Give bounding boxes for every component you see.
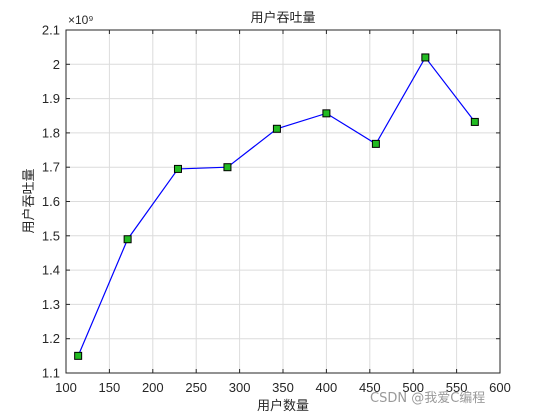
x-tick-label: 500: [402, 380, 424, 395]
x-tick-label: 400: [316, 380, 338, 395]
x-tick-label: 350: [272, 380, 294, 395]
y-scale-note: ×10⁹: [68, 13, 94, 27]
x-tick-label: 200: [142, 380, 164, 395]
data-point: [74, 351, 83, 360]
data-point: [123, 235, 132, 244]
y-tick-label: 1.4: [42, 263, 60, 278]
x-tick-label: 100: [55, 380, 77, 395]
data-point: [173, 164, 182, 173]
series: [74, 53, 479, 360]
y-tick-label: 1.7: [42, 160, 60, 175]
y-tick-label: 1.6: [42, 194, 60, 209]
x-tick-label: 300: [229, 380, 251, 395]
x-tick-label: 150: [99, 380, 121, 395]
y-axis-title: 用户吞吐量: [21, 168, 37, 233]
data-point: [470, 117, 479, 126]
data-point: [371, 139, 380, 148]
x-tick-label: 550: [446, 380, 468, 395]
y-tick-label: 1.1: [42, 366, 60, 381]
y-ticks: 1.1 1.2 1.3 1.4 1.5 1.6 1.7 1.8 1.9 2 2.1: [42, 23, 500, 381]
watermark: CSDN @我爱C编程: [370, 391, 485, 406]
y-tick-label: 1.8: [42, 125, 60, 140]
y-tick-label: 1.9: [42, 91, 60, 106]
y-tick-label: 1.3: [42, 297, 60, 312]
x-ticks: 100 150 200 250 300 350 400 450 500 550 600: [55, 30, 511, 395]
data-point: [272, 124, 281, 133]
y-tick-label: 2.1: [42, 23, 60, 38]
x-tick-label: 250: [185, 380, 207, 395]
data-point: [223, 163, 232, 172]
x-tick-label: 600: [489, 380, 511, 395]
x-tick-label: 450: [359, 380, 381, 395]
x-axis-title: 用户数量: [257, 398, 309, 414]
data-point: [421, 53, 430, 62]
y-tick-label: 1.2: [42, 331, 60, 346]
y-tick-label: 1.5: [42, 228, 60, 243]
data-point: [322, 109, 331, 118]
y-tick-label: 2: [53, 57, 60, 72]
chart-title: 用户吞吐量: [250, 10, 315, 26]
